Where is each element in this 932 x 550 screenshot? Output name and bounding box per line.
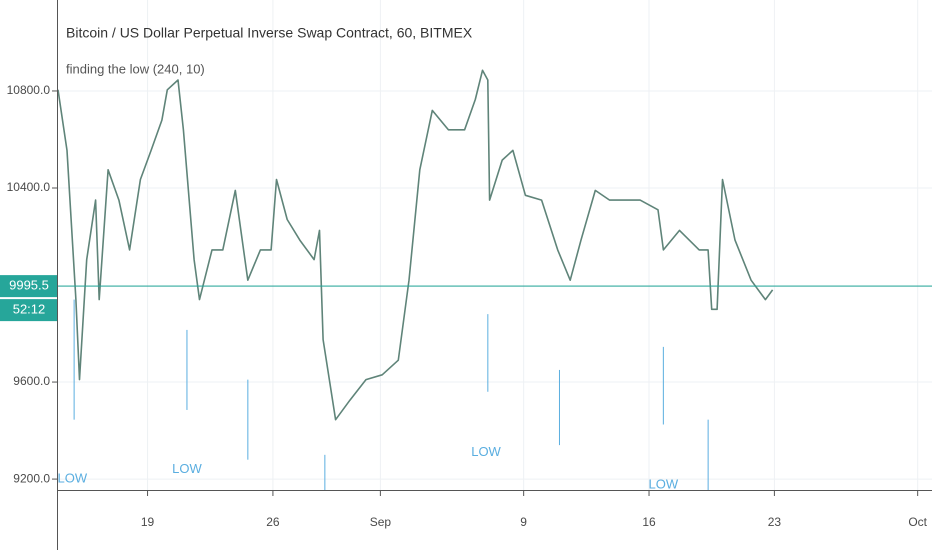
- y-tick-label: 9200.0: [13, 471, 50, 485]
- x-tick-label: 19: [141, 515, 155, 529]
- y-tick-label: 9600.0: [13, 374, 50, 388]
- indicator-label: finding the low (240, 10): [66, 61, 205, 76]
- last-price-label: 9995.5: [9, 278, 49, 293]
- x-tick-label: 9: [520, 515, 527, 529]
- x-tick-label: Sep: [370, 515, 392, 529]
- low-label: LOW: [649, 477, 679, 492]
- x-tick-label: 26: [266, 515, 280, 529]
- chart-title: Bitcoin / US Dollar Perpetual Inverse Sw…: [66, 25, 473, 41]
- x-tick-label: 16: [642, 515, 656, 529]
- low-label: LOW: [172, 461, 202, 476]
- y-tick-label: 10400.0: [7, 180, 51, 194]
- countdown-box: [0, 299, 57, 322]
- y-tick-label: 10800.0: [7, 83, 51, 97]
- low-label: LOW: [58, 471, 88, 486]
- last-price-box: [0, 275, 57, 298]
- x-tick-label: 23: [768, 515, 782, 529]
- low-label: LOW: [471, 444, 501, 459]
- x-tick-label: Oct: [908, 515, 927, 529]
- price-line: [57, 69, 774, 421]
- countdown-label: 52:12: [13, 302, 46, 317]
